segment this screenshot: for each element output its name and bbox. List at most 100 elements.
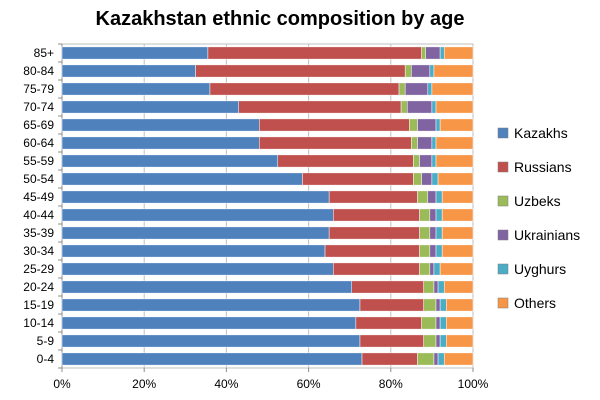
- bar-segment-kazakhs: [61, 136, 260, 150]
- bar-segment-uzbeks: [423, 280, 435, 294]
- bar-segment-russians: [328, 226, 420, 240]
- bar-segment-russians: [359, 298, 424, 312]
- y-tick-label: 45-49: [23, 190, 54, 204]
- bar-segment-kazakhs: [61, 208, 334, 222]
- legend-swatch-uyghurs: [497, 263, 509, 275]
- bar-segment-kazakhs: [61, 244, 326, 258]
- bar-segment-ukrainians: [425, 46, 441, 60]
- y-tick-label: 20-24: [23, 280, 54, 294]
- bar-segment-kazakhs: [61, 118, 260, 132]
- y-tick-label: 0-4: [37, 352, 55, 366]
- bar-segment-uzbeks: [409, 118, 418, 132]
- bar-segment-others: [441, 244, 474, 258]
- bar-segment-ukrainians: [417, 136, 433, 150]
- y-tick-label: 75-79: [23, 82, 54, 96]
- bar-segment-uyghurs: [435, 226, 443, 240]
- bar-segment-uyghurs: [439, 334, 447, 348]
- bar-segment-uzbeks: [398, 82, 406, 96]
- bar-segment-ukrainians: [429, 226, 437, 240]
- bar-segment-uyghurs: [431, 100, 437, 114]
- bar-segment-ukrainians: [429, 244, 437, 258]
- bar-segment-kazakhs: [61, 82, 211, 96]
- bar-segment-uzbeks: [421, 316, 437, 330]
- bar-segment-russians: [359, 334, 424, 348]
- bar-segment-others: [441, 190, 474, 204]
- bar-segment-russians: [238, 100, 402, 114]
- legend-swatch-others: [497, 297, 509, 309]
- x-tick-label: 60%: [297, 377, 321, 391]
- y-tick-label: 30-34: [23, 244, 54, 258]
- bar-segment-kazakhs: [61, 280, 353, 294]
- bar-segment-uyghurs: [435, 244, 443, 258]
- legend-label-uyghurs: Uyghurs: [514, 261, 566, 277]
- x-tick-label: 80%: [379, 377, 403, 391]
- bar-segment-uzbeks: [419, 226, 431, 240]
- bar-segment-russians: [207, 46, 422, 60]
- bar-segment-uyghurs: [431, 136, 437, 150]
- bar-segment-uyghurs: [433, 262, 441, 276]
- bar-segment-ukrainians: [406, 100, 433, 114]
- legend-swatch-kazakhs: [497, 127, 509, 139]
- bar-segment-others: [443, 280, 474, 294]
- bar-segment-russians: [333, 208, 420, 222]
- bar-segment-kazakhs: [61, 334, 361, 348]
- bar-segment-kazakhs: [61, 64, 196, 78]
- y-tick-label: 55-59: [23, 154, 54, 168]
- bar-segment-others: [446, 334, 474, 348]
- bar-segment-uzbeks: [421, 46, 426, 60]
- bar-segment-others: [431, 82, 474, 96]
- bar-segment-uzbeks: [413, 154, 420, 168]
- bar-segment-uyghurs: [431, 172, 439, 186]
- bar-segment-others: [439, 262, 474, 276]
- bar-segment-uyghurs: [439, 298, 447, 312]
- y-tick-label: 5-9: [37, 334, 55, 348]
- bar-segment-russians: [324, 244, 420, 258]
- bar-segment-kazakhs: [61, 100, 239, 114]
- legend-swatch-ukrainians: [497, 229, 509, 241]
- bar-segment-others: [433, 64, 474, 78]
- legend-label-others: Others: [514, 295, 556, 311]
- y-tick-label: 25-29: [23, 262, 54, 276]
- bar-segment-russians: [209, 82, 400, 96]
- bar-segment-uzbeks: [419, 208, 431, 222]
- legend-label-kazakhs: Kazakhs: [514, 125, 568, 141]
- chart-title: Kazakhstan ethnic composition by age: [95, 8, 465, 30]
- bar-segment-uyghurs: [429, 64, 435, 78]
- x-tick-label: 100%: [458, 377, 489, 391]
- y-tick-label: 50-54: [23, 172, 54, 186]
- legend-label-ukrainians: Ukrainians: [514, 227, 580, 243]
- bar-segment-russians: [351, 280, 424, 294]
- bar-segment-russians: [355, 316, 422, 330]
- y-tick-label: 40-44: [23, 208, 54, 222]
- bar-segment-uyghurs: [435, 118, 441, 132]
- bar-segment-kazakhs: [61, 262, 334, 276]
- bar-segment-uyghurs: [439, 46, 445, 60]
- bar-segment-ukrainians: [411, 64, 431, 78]
- bar-segment-ukrainians: [433, 352, 439, 366]
- x-tick-label: 40%: [214, 377, 238, 391]
- bar-segment-ukrainians: [429, 208, 437, 222]
- bar-segment-russians: [302, 172, 414, 186]
- bar-segment-uyghurs: [437, 280, 445, 294]
- bar-segment-others: [441, 226, 474, 240]
- bar-segment-uzbeks: [400, 100, 408, 114]
- y-tick-label: 65-69: [23, 118, 54, 132]
- bar-segment-others: [435, 136, 474, 150]
- legend-swatch-russians: [497, 161, 509, 173]
- bar-segment-uyghurs: [439, 316, 447, 330]
- bar-segment-russians: [195, 64, 406, 78]
- y-tick-label: 70-74: [23, 100, 54, 114]
- bar-segment-uzbeks: [419, 244, 431, 258]
- bar-segment-uyghurs: [427, 82, 433, 96]
- bar-segment-russians: [259, 136, 412, 150]
- bar-segment-uzbeks: [411, 136, 418, 150]
- bar-segment-uzbeks: [417, 190, 429, 204]
- bar-segment-others: [446, 316, 474, 330]
- bar-segment-uzbeks: [423, 334, 437, 348]
- bar-segment-uzbeks: [423, 298, 437, 312]
- y-tick-label: 80-84: [23, 64, 54, 78]
- bar-segment-ukrainians: [417, 118, 437, 132]
- bar-segment-kazakhs: [61, 154, 279, 168]
- bar-segment-ukrainians: [435, 298, 441, 312]
